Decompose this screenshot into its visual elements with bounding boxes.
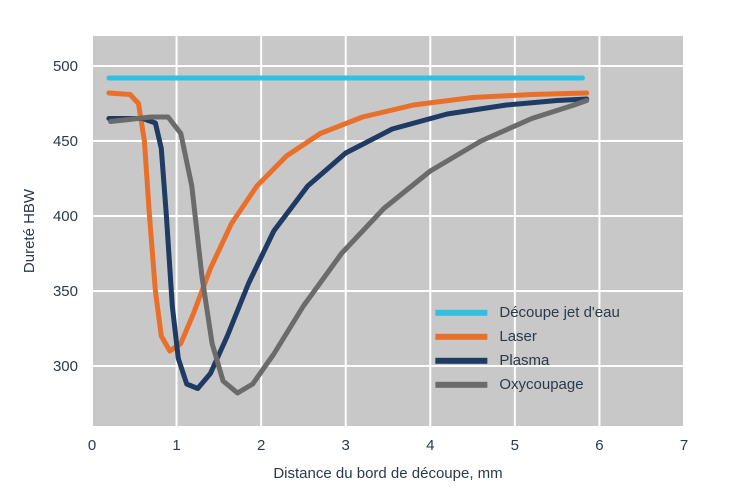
x-tick-label: 0	[88, 437, 96, 454]
legend-label: Plasma	[499, 352, 550, 369]
legend-label: Oxycoupage	[499, 376, 583, 393]
legend-swatch	[435, 310, 487, 316]
legend-swatch	[435, 334, 487, 340]
x-axis-label: Distance du bord de découpe, mm	[273, 465, 502, 482]
x-tick-label: 5	[511, 437, 519, 454]
legend-label: Découpe jet d'eau	[499, 304, 619, 321]
legend-swatch	[435, 382, 487, 388]
x-tick-label: 4	[426, 437, 434, 454]
y-tick-label: 350	[53, 283, 78, 300]
y-tick-label: 500	[53, 58, 78, 75]
y-axis-label: Dureté HBW	[21, 188, 38, 273]
x-tick-label: 7	[680, 437, 688, 454]
x-tick-label: 3	[342, 437, 350, 454]
legend-label: Laser	[499, 328, 537, 345]
y-tick-label: 300	[53, 358, 78, 375]
x-tick-label: 2	[257, 437, 265, 454]
legend-swatch	[435, 358, 487, 364]
hardness-chart: 0 1 2 3 4 5 6 7 300 350 400 450 500 Distance du bord …	[0, 0, 755, 503]
x-tick-label: 1	[172, 437, 180, 454]
y-tick-label: 400	[53, 208, 78, 225]
x-tick-label: 6	[595, 437, 603, 454]
y-tick-label: 450	[53, 133, 78, 150]
